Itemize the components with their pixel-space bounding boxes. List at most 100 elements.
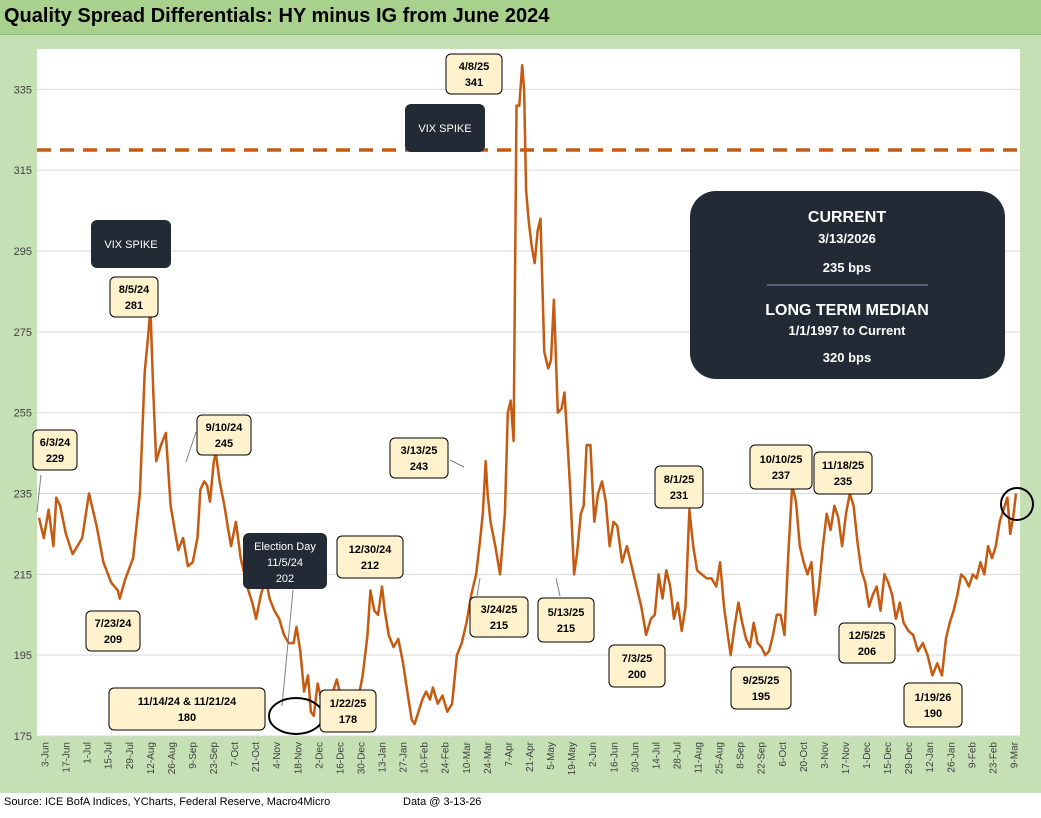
callout-box [336,535,404,579]
x-tick-label: 29-Dec [904,742,915,774]
x-tick-label: 9-Mar [1010,741,1021,768]
callout-value: 237 [772,470,790,482]
callout-date: 3/24/25 [481,604,518,616]
x-tick-label: 12-Jan [925,742,936,773]
callout-value: 215 [490,620,508,632]
callout-value: 180 [178,712,196,724]
callout-date: 4/8/25 [459,61,490,73]
y-tick-label: 275 [14,327,32,339]
current-value: 235 bps [823,260,871,275]
highlight-circle-current [1000,487,1034,521]
x-tick-label: 18-Nov [293,742,304,774]
callout-box [389,437,449,479]
x-tick-label: 1-Dec [862,742,873,769]
median-label: LONG TERM MEDIAN [765,302,929,319]
current-label: CURRENT [808,209,886,226]
callout-box [537,597,595,643]
current-date: 3/13/2026 [818,231,876,246]
callout-value: 212 [361,560,379,572]
x-tick-label: 8-Sep [736,742,747,769]
callout-value: 231 [670,490,688,502]
x-tick-label: 30-Dec [356,742,367,774]
callout-date: 7/3/25 [622,653,653,665]
median-value: 320 bps [823,350,871,365]
x-tick-label: 15-Dec [883,742,894,774]
x-tick-label: 19-May [567,742,578,775]
x-tick-label: 15-Jul [104,742,115,769]
election-day-text: Election Day [254,541,316,553]
x-tick-label: 7-Oct [230,742,241,767]
x-tick-label: 6-Oct [778,742,789,767]
callout-date: 9/25/25 [743,675,780,687]
election-day-value: 202 [276,573,294,585]
x-tick-label: 23-Feb [988,742,999,774]
x-tick-label: 10-Feb [420,742,431,774]
callout-box [813,451,873,495]
chart-title: Quality Spread Differentials: HY minus I… [4,5,550,27]
x-tick-label: 2-Dec [314,742,325,769]
callout-value: 229 [46,453,64,465]
y-tick-label: 235 [14,489,32,501]
x-tick-label: 23-Sep [209,742,220,775]
callout-leader-line [449,459,465,468]
chart-svg: 175 195 215 235 255 275 295 315 335 3-Jun 17-Jun 1-… [14,49,1034,775]
x-tick-label: 11-Aug [694,742,705,774]
callout-box [608,644,666,688]
callout-value: 245 [215,438,233,450]
callout-box [903,682,963,728]
vix-spike-label-2024 [91,220,171,268]
x-tick-label: 12-Aug [146,742,157,774]
callout-date: 1/22/25 [330,698,367,710]
callout-value: 235 [834,476,852,488]
x-tick-label: 13-Jan [378,742,389,773]
callout-leader-line [36,474,42,513]
callout-value: 195 [752,691,770,703]
x-tick-label: 7-Apr [504,741,515,766]
x-tick-label: 16-Jun [609,742,620,773]
x-tick-label: 9-Feb [967,742,978,769]
x-tick-label: 10-Mar [462,741,473,773]
callout-box [32,429,78,471]
x-tick-label: 3-Jun [41,742,52,767]
x-tick-label: 21-Apr [525,741,536,772]
x-tick-label: 21-Oct [251,742,262,772]
callout-box [838,622,896,664]
callout-box [319,689,377,733]
x-tick-label: 22-Sep [757,742,768,775]
median-range: 1/1/1997 to Current [788,323,906,338]
footer: Source: ICE BofA Indices, YCharts, Feder… [0,793,1041,818]
callout-box [749,444,813,490]
x-tick-label: 26-Jan [946,742,957,773]
election-day-label [243,533,327,589]
callout-box [654,465,704,509]
x-tick-label: 27-Jan [399,742,410,773]
x-tick-label: 30-Jun [630,742,641,773]
callout-leader-line [281,589,294,707]
callout-value: 215 [557,623,575,635]
callout-box [85,610,141,652]
callout-value: 178 [339,714,357,726]
y-tick-label: 255 [14,408,32,420]
x-tick-label: 2-Jun [588,742,599,767]
callout-value: 243 [410,461,428,473]
x-tick-label: 3-Nov [820,742,831,769]
callout-date: 1/19/26 [915,692,952,704]
vix-spike-text: VIX SPIKE [418,123,471,135]
x-tick-label: 14-Jul [651,742,662,769]
callout-box [196,414,252,456]
title-bar: Quality Spread Differentials: HY minus I… [0,0,1041,35]
callout-box [109,276,159,318]
callout-box [108,687,266,731]
data-date-note: Data @ 3-13-26 [403,796,482,808]
y-tick-label: 335 [14,84,32,96]
y-tick-label: 195 [14,650,32,662]
callout-date: 11/14/24 & 11/21/24 [138,696,237,708]
x-tick-label: 16-Dec [335,742,346,774]
callout-box [469,596,529,638]
callout-date: 9/10/24 [206,422,244,434]
callout-leader-line [555,577,561,597]
callout-box [730,666,792,710]
vix-spike-text: VIX SPIKE [104,239,157,251]
vix-spike-label-2025 [405,104,485,152]
callout-date: 6/3/24 [40,437,71,449]
